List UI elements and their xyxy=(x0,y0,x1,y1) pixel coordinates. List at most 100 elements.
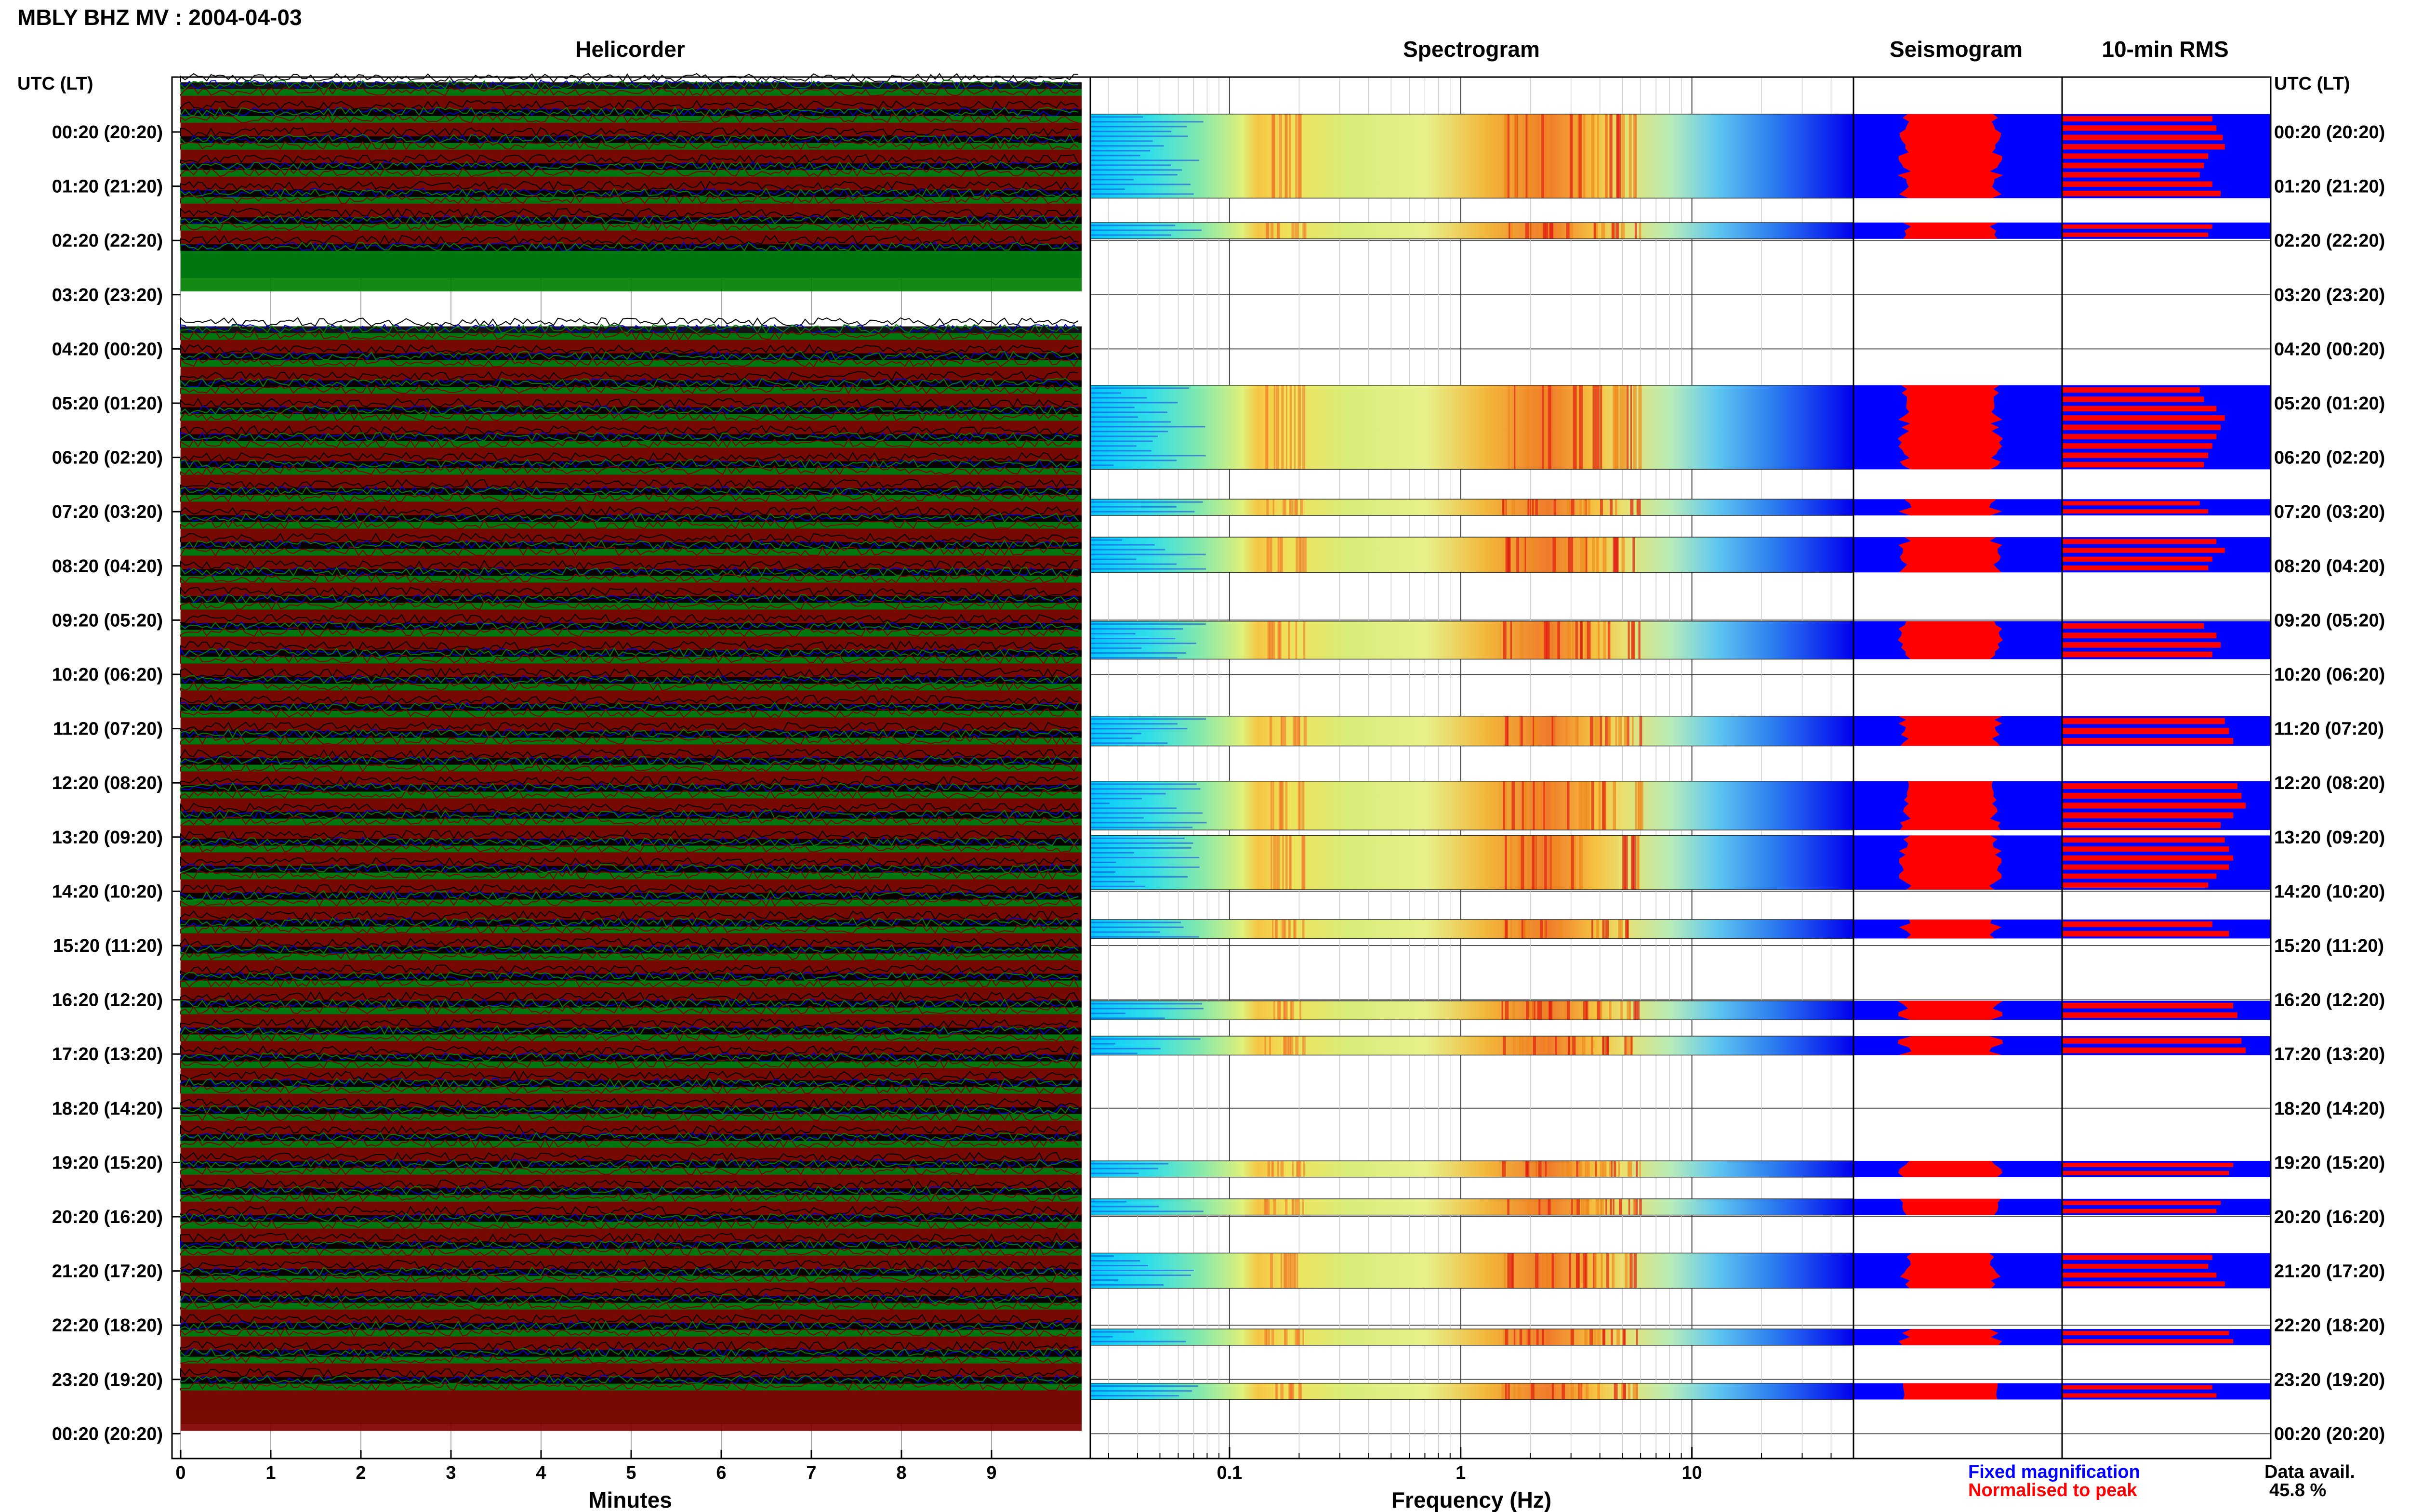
seismogram-normalised-band xyxy=(1897,114,2003,198)
rms-bar xyxy=(2062,728,2229,734)
helicorder-trace-edge xyxy=(180,586,1079,597)
time-tick-right: 08:20 (04:20) xyxy=(2274,556,2385,577)
spectrogram-stripe xyxy=(1582,1036,1586,1055)
spectrogram-block xyxy=(1090,499,1853,516)
helicorder-trace-edge xyxy=(180,1232,1079,1243)
spectrogram-stripe xyxy=(1616,114,1619,198)
spectrogram-stripe xyxy=(1524,537,1526,573)
spectrogram-stripe xyxy=(1605,1198,1607,1215)
spectrogram-stripe xyxy=(1285,385,1288,470)
spectrogram-stripe xyxy=(1600,385,1602,470)
spectrogram-stripe xyxy=(1527,835,1531,890)
spectrogram-block xyxy=(1090,1383,1853,1400)
spectrogram-stripe xyxy=(1297,781,1300,830)
spectrogram-stripe xyxy=(1282,499,1285,516)
spectrogram-stripe xyxy=(1292,1253,1296,1288)
spectrogram-stripe xyxy=(1570,1329,1574,1345)
rms-bar xyxy=(2062,837,2225,843)
rms-bar xyxy=(2062,623,2204,629)
seismogram-normalised-band xyxy=(1898,716,2002,746)
helicorder-x-tick-label: 8 xyxy=(896,1463,906,1483)
spectrogram-stripe xyxy=(1620,1000,1623,1020)
helicorder-trace-edge xyxy=(180,160,1079,171)
helicorder-trace-edge xyxy=(180,539,1079,550)
spectrogram-stripe xyxy=(1626,385,1629,470)
spectrogram-stripe xyxy=(1527,385,1529,470)
spectrogram-stripe xyxy=(1548,1198,1551,1215)
spectrogram-stripe xyxy=(1510,223,1513,239)
time-tick-right: 07:20 (03:20) xyxy=(2274,502,2385,522)
time-tick-left: 12:20 (08:20) xyxy=(52,773,163,793)
rms-bar xyxy=(2062,921,2212,927)
spectrogram-stripe xyxy=(1532,499,1534,516)
spectrogram-stripe xyxy=(1503,499,1507,516)
spectrogram-stripe xyxy=(1279,781,1281,830)
spectrogram-stripe xyxy=(1597,114,1599,198)
spectrogram-stripe xyxy=(1295,1329,1298,1345)
spectrogram-stripe xyxy=(1591,919,1593,939)
rms-bar xyxy=(2062,855,2234,861)
spectrogram-stripe xyxy=(1625,919,1628,939)
time-tick-right: 04:20 (00:20) xyxy=(2274,339,2385,359)
spectrogram-stripe xyxy=(1637,781,1641,830)
helicorder-trace-edge xyxy=(180,127,1079,137)
helicorder-trace-edge xyxy=(180,977,1079,988)
helicorder-trace-edge xyxy=(180,971,1079,981)
helicorder-trace-edge xyxy=(180,755,1079,765)
helicorder-trace-edge xyxy=(180,708,1079,719)
spectrogram-stripe xyxy=(1303,835,1306,890)
helicorder-trace-edge xyxy=(180,668,1079,678)
spectrogram-stripe xyxy=(1280,1253,1283,1288)
helicorder-trace-edge xyxy=(180,991,1079,1002)
spectrogram-stripe xyxy=(1507,1253,1511,1288)
helicorder-trace-edge xyxy=(180,869,1079,881)
rms-fixed-band xyxy=(2062,835,2271,890)
spectrogram-stripe xyxy=(1615,385,1619,470)
spectrogram-stripe xyxy=(1588,1161,1590,1177)
helicorder-plot xyxy=(180,73,1082,1459)
spectrogram-stripe xyxy=(1583,114,1586,198)
seismogram-normalised-band xyxy=(1899,920,2001,939)
helicorder-trace-edge xyxy=(180,836,1079,846)
helicorder-trace-edge xyxy=(180,802,1079,813)
helicorder-trace-edge xyxy=(180,950,1079,961)
helicorder-trace-edge xyxy=(180,748,1079,759)
spectrogram-stripe xyxy=(1290,1383,1292,1400)
helicorder-trace-edge xyxy=(180,397,1079,408)
spectrogram-stripe xyxy=(1569,835,1572,890)
helicorder-trace-edge xyxy=(180,432,1079,442)
spectrogram-stripe xyxy=(1555,1036,1557,1055)
spectrogram-stripe xyxy=(1548,385,1551,470)
helicorder-trace-edge xyxy=(180,573,1079,583)
spectrogram-stripe xyxy=(1627,716,1629,746)
spectrogram-stripe xyxy=(1600,1000,1602,1020)
spectrogram-stripe xyxy=(1552,537,1556,573)
spectrogram-stripe xyxy=(1530,223,1533,239)
spectrogram-stripe xyxy=(1547,621,1550,659)
helicorder-trace-edge xyxy=(180,451,1079,462)
spectrogram-stripe xyxy=(1540,919,1543,939)
spectrogram-stripe xyxy=(1276,385,1279,470)
rms-bar xyxy=(2062,224,2212,229)
helicorder-trace-edge xyxy=(180,647,1079,658)
helicorder-trace-edge xyxy=(180,1185,1079,1196)
rms-bar xyxy=(2062,434,2217,440)
rms-bar xyxy=(2062,1200,2221,1205)
time-tick-right: 00:20 (20:20) xyxy=(2274,1424,2385,1444)
spectrogram-stripe xyxy=(1273,835,1276,890)
time-tick-right: 09:20 (05:20) xyxy=(2274,610,2385,631)
helicorder-trace-edge xyxy=(180,1374,1079,1385)
spectrogram-stripe xyxy=(1635,1000,1638,1020)
seismogram-normalised-band xyxy=(1898,499,2002,516)
spectrogram-stripe xyxy=(1535,1161,1538,1177)
spectrogram-stripe xyxy=(1505,716,1508,746)
spectrogram-stripe xyxy=(1565,716,1568,746)
spectrogram-stripe xyxy=(1579,385,1583,470)
spectrogram-stripe xyxy=(1634,223,1637,239)
spectrogram-stripe xyxy=(1296,1329,1300,1345)
time-tick-left: 21:20 (17:20) xyxy=(52,1262,163,1282)
spectrogram-stripe xyxy=(1295,1036,1299,1055)
spectrogram-stripe xyxy=(1270,537,1272,573)
spectrogram-stripe xyxy=(1600,716,1602,746)
time-tick-left: 00:20 (20:20) xyxy=(52,122,163,143)
